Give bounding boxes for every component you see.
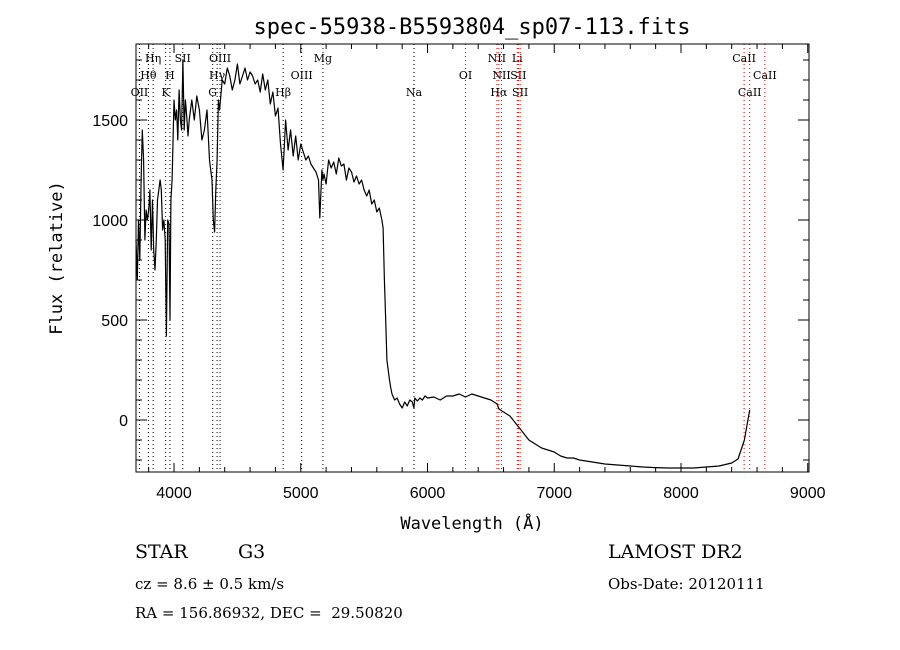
- line-markers: OIIHθHηKHSIIGHγOIIIHβOIIIMgNaOINIIHαNIIL…: [131, 44, 777, 472]
- line-label: SII: [175, 52, 191, 65]
- x-tick-label: 6000: [410, 485, 446, 502]
- line-label: H: [165, 69, 175, 82]
- survey-name: LAMOST DR2: [608, 541, 743, 563]
- spectrum-line: [135, 59, 751, 469]
- y-tick-label: 0: [119, 413, 128, 430]
- plot-frame: [135, 43, 810, 473]
- line-label: CaII: [738, 86, 762, 99]
- y-tick-label: 500: [101, 313, 128, 330]
- line-label: NII: [492, 69, 510, 82]
- line-label: OII: [131, 86, 149, 99]
- line-label: Hη: [145, 52, 161, 65]
- line-label: Hβ: [275, 86, 291, 99]
- y-tick-label: 1000: [92, 213, 128, 230]
- y-tick-label: 1500: [92, 113, 128, 130]
- object-subclass: G3: [238, 541, 266, 563]
- x-tick-label: 4000: [156, 485, 192, 502]
- line-label: Mg: [314, 52, 332, 65]
- line-label: G: [208, 86, 217, 99]
- observation-date: Obs-Date: 20120111: [608, 575, 765, 593]
- line-label: Hγ: [209, 69, 226, 82]
- line-label: OIII: [291, 69, 313, 82]
- coordinates-readout: RA = 156.86932, DEC = 29.50820: [135, 604, 403, 622]
- line-label: Hα: [490, 86, 508, 99]
- x-axis-label: Wavelength (Å): [400, 512, 543, 534]
- x-tick-label: 5000: [283, 485, 319, 502]
- object-class: STAR: [135, 541, 188, 563]
- redshift-readout: cz = 8.6 ± 0.5 km/s: [135, 575, 285, 593]
- line-label: CaII: [753, 69, 777, 82]
- line-label: OIII: [209, 52, 231, 65]
- line-label: SII: [510, 69, 526, 82]
- line-label: SII: [512, 86, 528, 99]
- y-axis-label: Flux (relative): [47, 181, 67, 335]
- line-label: Li: [512, 52, 523, 65]
- line-label: Na: [406, 86, 423, 99]
- line-label: NII: [488, 52, 506, 65]
- line-label: K: [162, 86, 171, 99]
- y-axis-ticks: 0 500 1000 1500: [92, 59, 809, 461]
- x-tick-label: 8000: [663, 485, 699, 502]
- line-label: CaII: [732, 52, 756, 65]
- line-label: OI: [459, 69, 472, 82]
- x-tick-label: 9000: [790, 485, 826, 502]
- x-axis-ticks: 4000 5000 6000 7000 8000 9000: [148, 44, 826, 502]
- line-label: Hθ: [140, 69, 157, 82]
- x-tick-label: 7000: [536, 485, 572, 502]
- chart-title: spec-55938-B5593804_sp07-113.fits: [253, 15, 690, 40]
